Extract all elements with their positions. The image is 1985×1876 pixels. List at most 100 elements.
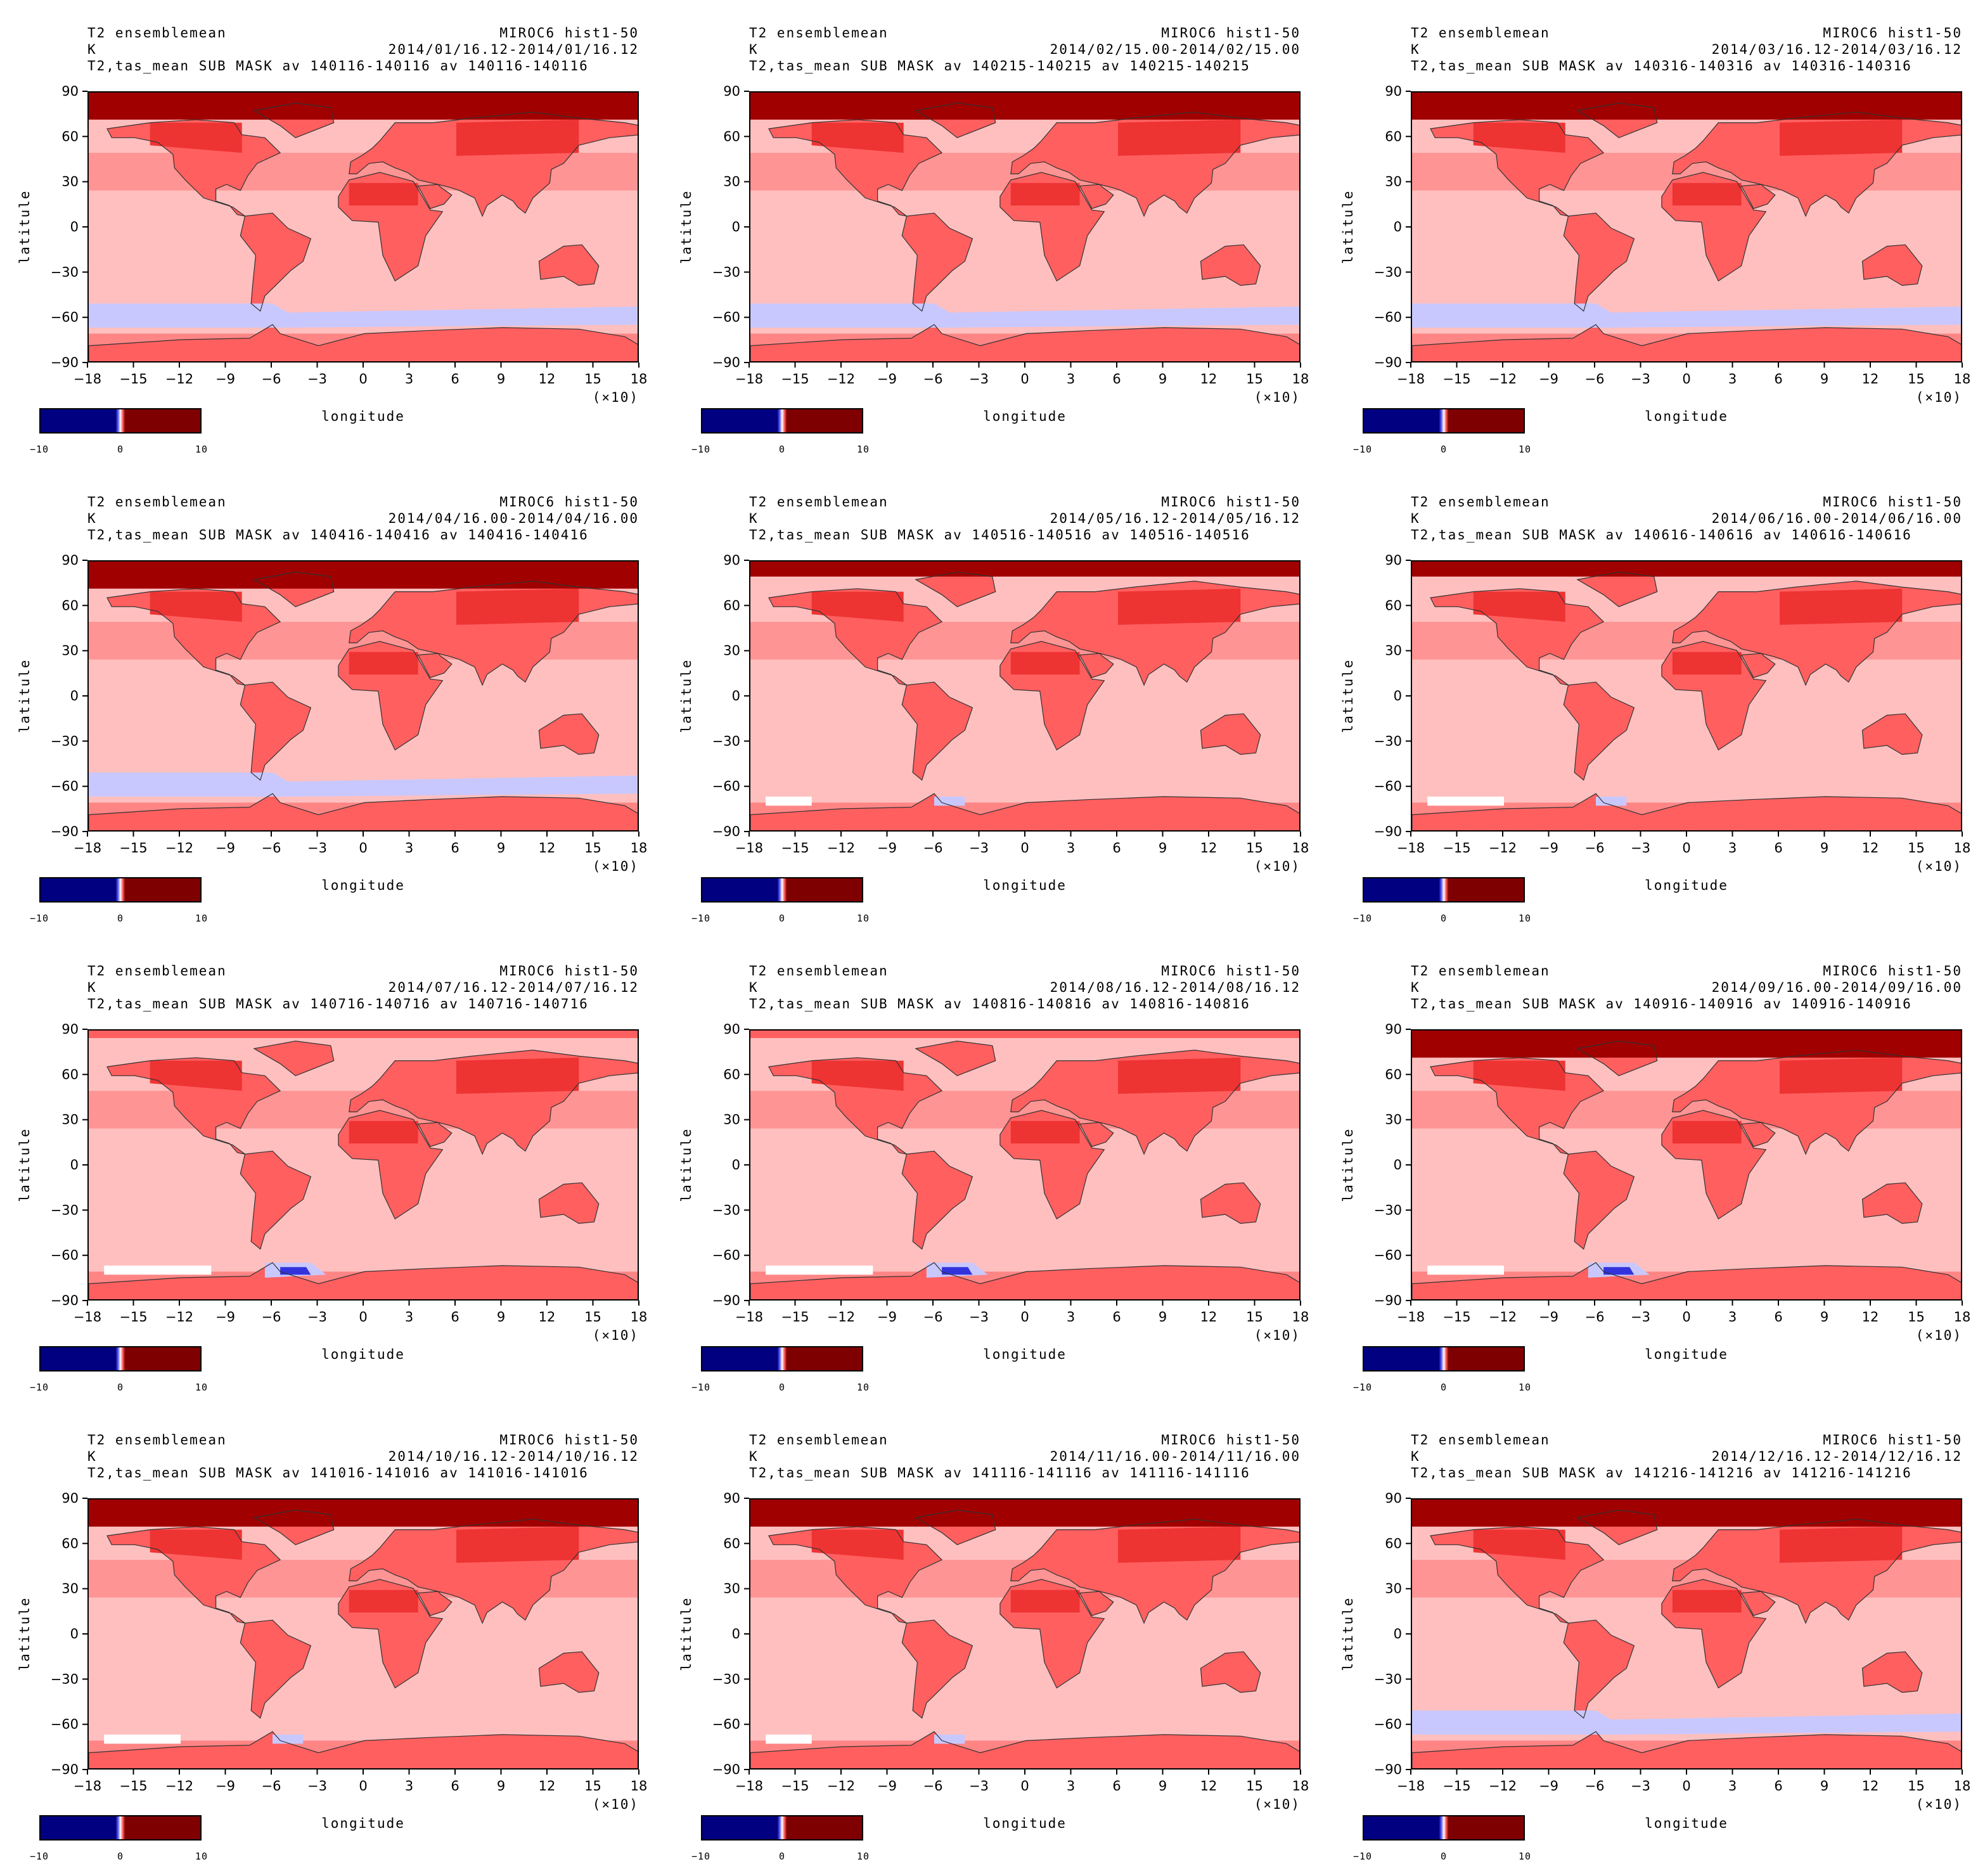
- arctic-warming: [89, 1500, 638, 1527]
- arctic-warming: [1412, 1031, 1961, 1058]
- x-tick-label: 12: [1862, 1309, 1879, 1325]
- masked-region: [1427, 796, 1504, 806]
- colorbar-tick-label: −10: [691, 913, 711, 924]
- masked-region: [104, 1265, 212, 1275]
- coast-greenland: [1576, 1509, 1658, 1545]
- coast-africa: [1661, 172, 1767, 282]
- x-multiplier: (×10): [593, 390, 639, 405]
- coast-arabia: [1740, 1591, 1776, 1616]
- x-tick-label: −3: [1631, 1778, 1650, 1794]
- axes: −18 −15 −12 −9 −6 −3 0 3 6 9 12 15 189060300−30−60−9…: [679, 1022, 1309, 1362]
- coast-greenland: [1576, 1040, 1658, 1076]
- axes: −18 −15 −12 −9 −6 −3 0 3 6 9 12 15 189060300−30−60−9…: [17, 1022, 647, 1362]
- land-south-america: [902, 682, 973, 780]
- canada-warm: [150, 1060, 242, 1091]
- y-tick-label: 60: [61, 598, 79, 613]
- subtitle: T2,tas_mean SUB MASK av 140116-140116 av…: [87, 58, 589, 74]
- siberia-warm: [456, 1057, 579, 1094]
- y-tick-label: −60: [51, 1717, 79, 1732]
- time-range: 2014/01/16.12-2014/01/16.12: [388, 42, 639, 57]
- x-tick-label: −6: [923, 1778, 943, 1794]
- map-svg: [750, 93, 1299, 361]
- southern-ocean-cooling: [1412, 1710, 1961, 1735]
- land-south-america: [1564, 213, 1635, 311]
- x-tick-label: 9: [497, 371, 505, 387]
- y-tick-label: 0: [1394, 688, 1402, 704]
- x-tick-label: 18: [1292, 371, 1309, 387]
- y-tick-label: −60: [712, 779, 740, 794]
- y-tick-label: −90: [51, 824, 79, 839]
- y-tick-label: −30: [1374, 1202, 1402, 1217]
- y-tick-label: 30: [61, 174, 79, 190]
- x-tick-label: −9: [877, 371, 897, 387]
- colorbar-tick-label: −10: [29, 1851, 49, 1862]
- x-tick-label: −18: [74, 1309, 101, 1325]
- coast-south-america: [901, 212, 973, 312]
- colorbar-tick-label: 0: [117, 444, 124, 455]
- x-tick-label: −6: [923, 371, 943, 387]
- y-tick-label: 30: [61, 1581, 79, 1597]
- y-tick-label: −90: [1374, 1762, 1402, 1777]
- coast-greenland: [1576, 102, 1658, 138]
- subtitle: T2,tas_mean SUB MASK av 140215-140215 av…: [749, 58, 1250, 74]
- arctic-warming: [1412, 1500, 1961, 1527]
- colorbar-tick-label: 0: [1440, 1382, 1448, 1393]
- coast-africa: [1661, 1110, 1767, 1220]
- left-title: T2 ensemblemean: [87, 25, 227, 41]
- y-tick-label: −90: [51, 1293, 79, 1308]
- map-svg: [89, 562, 638, 830]
- unit-label: K: [87, 42, 97, 57]
- coast-arabia: [417, 653, 453, 678]
- y-tick-label: −30: [51, 264, 79, 279]
- x-axis-label: longitude: [983, 1816, 1067, 1831]
- y-tick-label: 60: [61, 1536, 79, 1551]
- map-svg: [750, 562, 1299, 830]
- coast-australia: [538, 713, 600, 755]
- y-tick-label: −30: [1374, 1671, 1402, 1686]
- y-tick-label: 0: [1394, 219, 1402, 234]
- y-tick-label: 90: [61, 1491, 79, 1506]
- y-tick-label: −60: [51, 310, 79, 325]
- coast-antarctica: [89, 1262, 638, 1299]
- y-tick-label: 0: [1394, 1626, 1402, 1642]
- x-tick-label: −9: [1539, 1778, 1558, 1794]
- colorbar: [39, 1346, 202, 1372]
- southern-ocean-cooling: [89, 772, 638, 797]
- sahara-warm: [1010, 183, 1080, 206]
- x-tick-label: 18: [631, 840, 648, 856]
- colorbar-tick-label: 10: [856, 1382, 870, 1393]
- land-south-america: [1564, 1620, 1635, 1718]
- coast-south-america: [901, 681, 973, 781]
- x-tick-label: 0: [1682, 840, 1690, 856]
- right-title: MIROC6 hist1-50: [499, 963, 639, 979]
- coast-north-america: [1430, 1526, 1605, 1624]
- left-title: T2 ensemblemean: [1411, 25, 1550, 41]
- coast-antarctica: [1412, 1262, 1961, 1299]
- coast-europe-asia: [1010, 1050, 1299, 1155]
- small-cooling: [1596, 796, 1627, 806]
- y-tick-label: −30: [712, 733, 740, 748]
- x-tick-label: −12: [165, 1309, 193, 1325]
- canada-warm: [811, 122, 904, 153]
- x-tick-label: 12: [539, 1309, 556, 1325]
- right-title: MIROC6 hist1-50: [499, 25, 639, 41]
- x-tick-label: −18: [1397, 371, 1425, 387]
- sahara-warm: [1672, 1121, 1742, 1144]
- land-antarctica: [89, 1731, 638, 1768]
- land-arabia: [418, 1591, 452, 1616]
- axes: −18 −15 −12 −9 −6 −3 0 3 6 9 12 15 189060300−30−60−9…: [679, 84, 1309, 424]
- x-tick-label: −18: [74, 1778, 101, 1794]
- x-multiplier: (×10): [1916, 1797, 1962, 1812]
- southern-ocean-cooling: [750, 303, 1299, 328]
- weddell-cooling-core: [280, 1267, 311, 1275]
- canada-warm: [1473, 122, 1565, 153]
- arctic-warming: [750, 562, 1299, 577]
- coast-europe-asia: [1010, 581, 1299, 686]
- coast-north-america: [768, 588, 943, 686]
- x-tick-label: −3: [307, 840, 327, 856]
- x-tick-label: −3: [969, 371, 989, 387]
- coast-arabia: [1740, 1122, 1776, 1147]
- x-tick-label: 3: [1067, 1309, 1075, 1325]
- coast-europe-asia: [349, 112, 638, 217]
- coast-antarctica: [1412, 1731, 1961, 1768]
